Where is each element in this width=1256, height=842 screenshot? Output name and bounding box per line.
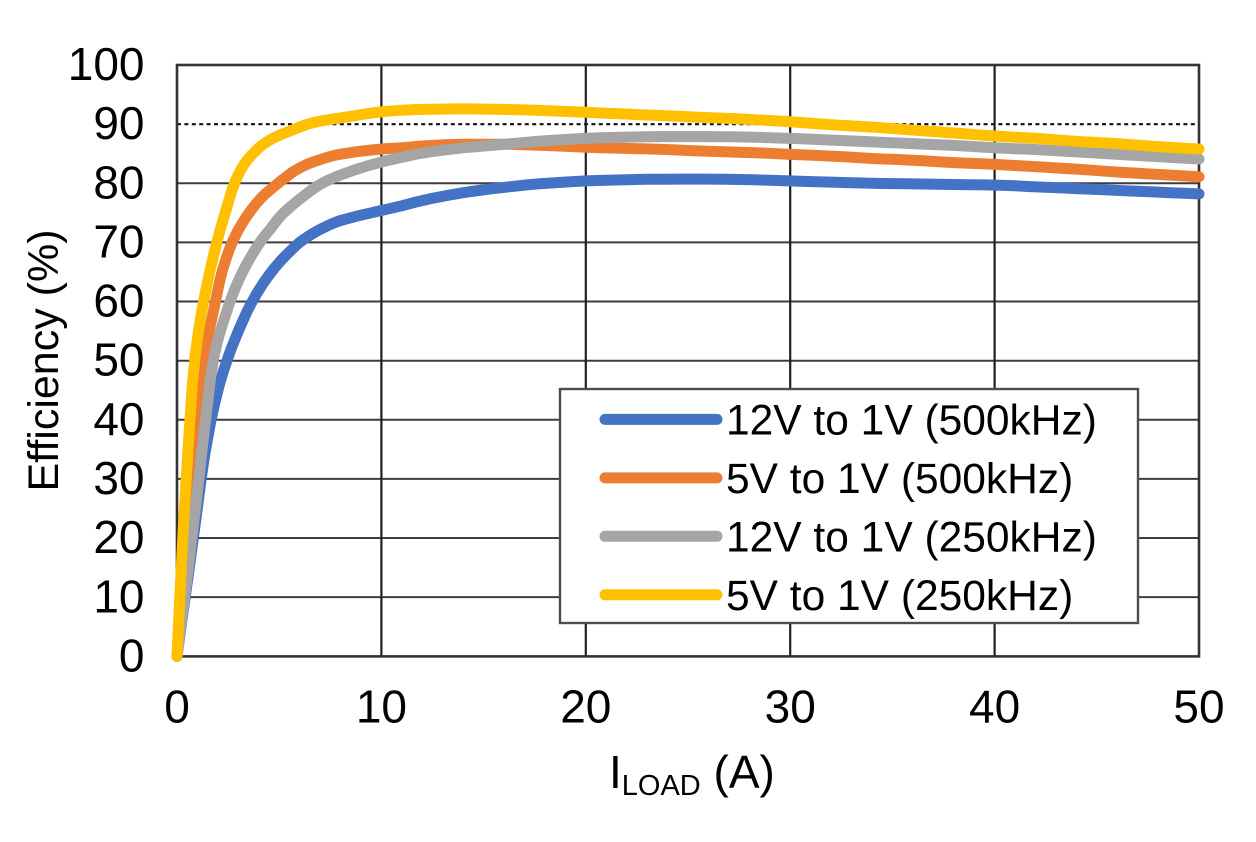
svg-text:30: 30	[765, 681, 816, 733]
svg-text:0: 0	[164, 681, 190, 733]
svg-text:40: 40	[93, 393, 144, 445]
svg-text:10: 10	[93, 570, 144, 622]
svg-text:100: 100	[68, 38, 145, 90]
svg-text:50: 50	[93, 334, 144, 386]
svg-text:80: 80	[93, 156, 144, 208]
svg-text:5V to 1V (500kHz): 5V to 1V (500kHz)	[726, 456, 1073, 503]
svg-text:12V to 1V (250kHz): 12V to 1V (250kHz)	[726, 514, 1097, 561]
svg-text:90: 90	[93, 97, 144, 149]
svg-text:60: 60	[93, 275, 144, 327]
svg-text:40: 40	[969, 681, 1020, 733]
svg-text:0: 0	[119, 629, 145, 681]
svg-text:50: 50	[1173, 681, 1224, 733]
svg-text:30: 30	[93, 452, 144, 504]
svg-text:70: 70	[93, 215, 144, 267]
svg-text:10: 10	[356, 681, 407, 733]
svg-text:Efficiency (%): Efficiency (%)	[20, 229, 68, 491]
svg-text:5V to 1V (250kHz): 5V to 1V (250kHz)	[726, 573, 1073, 620]
svg-text:12V to 1V (500kHz): 12V to 1V (500kHz)	[726, 397, 1097, 444]
svg-text:20: 20	[560, 681, 611, 733]
svg-text:20: 20	[93, 511, 144, 563]
